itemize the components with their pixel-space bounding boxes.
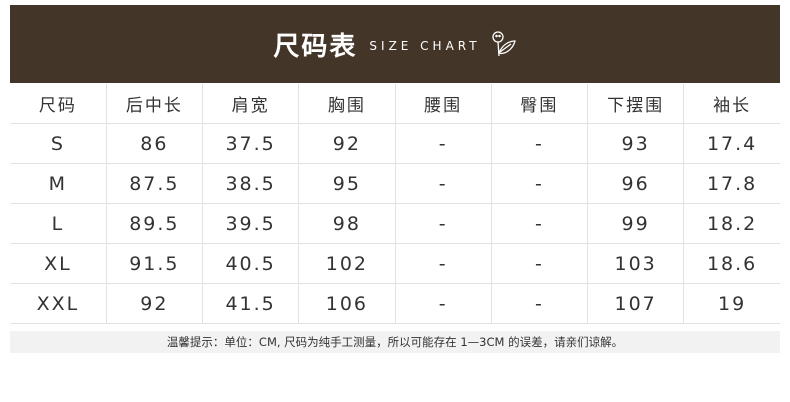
table-cell: 99 [586, 203, 685, 244]
table-cell: - [394, 203, 492, 244]
table-cell: 86 [105, 123, 204, 164]
column-header: 胸围 [298, 84, 396, 124]
column-header: 尺码 [10, 84, 107, 124]
flower-leaf-icon [491, 31, 516, 57]
column-header: 臀围 [490, 84, 589, 124]
header-row: 尺码 后中长 肩宽 胸围 腰围 臀围 下摆围 袖长 [10, 84, 780, 124]
table-cell: 87.5 [105, 163, 204, 204]
table-cell: 89.5 [105, 203, 204, 244]
table-cell: - [394, 123, 492, 164]
table-row: S 86 37.5 92- -93 17.4 [10, 123, 780, 164]
table-cell: 41.5 [201, 283, 300, 324]
size-chart-banner: 尺码表 SIZE CHART [10, 5, 780, 83]
table-row: L 89.5 39.5 98- -99 18.2 [10, 203, 780, 244]
table-row: XXL 92 41.5 106- -107 19 [10, 283, 780, 324]
table-cell: M [10, 163, 107, 204]
table-cell: 96 [586, 163, 685, 204]
table-cell: 40.5 [201, 243, 300, 284]
table-cell: 106 [298, 283, 396, 324]
table-cell: 93 [586, 123, 685, 164]
table-cell: 91.5 [105, 243, 204, 284]
banner-title: 尺码表 [273, 31, 358, 62]
banner-subtitle: SIZE CHART [369, 39, 481, 53]
table-cell: 18.2 [683, 203, 780, 244]
table-cell: 107 [586, 283, 685, 324]
table-cell: 98 [298, 203, 396, 244]
column-header: 肩宽 [201, 84, 300, 124]
table-cell: 18.6 [683, 243, 780, 284]
table-cell: - [490, 203, 589, 244]
table-cell: 102 [298, 243, 396, 284]
column-header: 袖长 [683, 84, 780, 124]
table-row: XL 91.5 40.5 102- -103 18.6 [10, 243, 780, 284]
table-cell: XL [10, 243, 107, 284]
table-cell: - [394, 163, 492, 204]
table-cell: 39.5 [201, 203, 300, 244]
table-cell: S [10, 123, 107, 164]
table-row: M 87.5 38.5 95- -96 17.8 [10, 163, 780, 204]
measurement-note: 温馨提示：单位：CM, 尺码为纯手工测量，所以可能存在 1—3CM 的误差，请亲… [10, 331, 780, 353]
table-cell: - [394, 283, 492, 324]
table-cell: 95 [298, 163, 396, 204]
table-cell: - [490, 243, 589, 284]
table-cell: 38.5 [201, 163, 300, 204]
table-cell: 17.4 [683, 123, 780, 164]
table-cell: 92 [298, 123, 396, 164]
table-cell: - [394, 243, 492, 284]
column-header: 下摆围 [586, 84, 685, 124]
column-header: 后中长 [105, 84, 204, 124]
table-cell: 92 [105, 283, 204, 324]
size-table: 尺码 后中长 肩宽 胸围 腰围 臀围 下摆围 袖长 S 86 37.5 92- -93 17.4 M 87.… [10, 84, 780, 324]
table-cell: - [490, 123, 589, 164]
table-cell: - [490, 163, 589, 204]
table-cell: 19 [683, 283, 780, 324]
table-cell: XXL [10, 283, 107, 324]
table-cell: 17.8 [683, 163, 780, 204]
table-cell: - [490, 283, 589, 324]
column-header: 腰围 [394, 84, 492, 124]
table-cell: L [10, 203, 107, 244]
table-cell: 103 [586, 243, 685, 284]
table-cell: 37.5 [201, 123, 300, 164]
